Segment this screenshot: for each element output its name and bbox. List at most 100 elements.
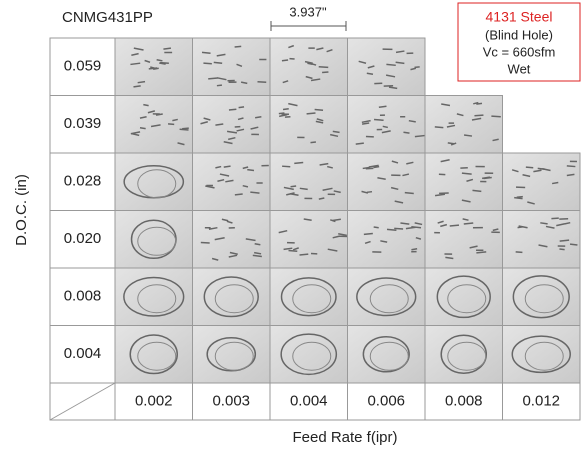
photo-bg <box>270 96 348 154</box>
chip <box>567 166 576 167</box>
chip <box>333 131 340 132</box>
chip <box>552 183 558 184</box>
chip <box>138 82 145 83</box>
chip-photo <box>115 211 193 269</box>
chip <box>374 227 379 228</box>
row-label: 0.028 <box>64 173 102 190</box>
chip <box>570 244 577 245</box>
row-label: 0.008 <box>64 288 102 305</box>
chip <box>374 120 384 121</box>
chip <box>133 86 140 87</box>
row-label: 0.039 <box>64 115 102 132</box>
chip-photo <box>270 268 348 326</box>
column-label: 0.008 <box>445 392 483 409</box>
chip <box>315 109 323 110</box>
chip <box>255 244 261 245</box>
photo-bg <box>193 153 271 211</box>
chip <box>386 64 395 65</box>
chip <box>484 178 492 179</box>
photo-bg <box>348 38 426 96</box>
chip <box>411 227 421 228</box>
chip-photo <box>425 96 503 154</box>
chip <box>168 124 174 125</box>
chip <box>247 170 254 171</box>
chip-photo <box>193 326 271 384</box>
chip <box>289 250 298 251</box>
chip <box>373 167 379 168</box>
chip <box>258 82 267 83</box>
photo-bg <box>425 326 503 384</box>
chip <box>526 167 533 168</box>
photo-bg <box>425 96 503 154</box>
column-label: 0.002 <box>135 392 173 409</box>
row-label: 0.004 <box>64 345 102 362</box>
chip <box>450 225 459 226</box>
chip-photo <box>348 153 426 211</box>
chip-photo <box>425 211 503 269</box>
chip <box>445 257 453 258</box>
chip <box>307 113 316 114</box>
chip <box>239 107 244 108</box>
photo-bg <box>270 153 348 211</box>
chip <box>235 46 242 47</box>
chip <box>250 192 259 193</box>
chip-photo <box>425 153 503 211</box>
photo-bg <box>348 326 426 384</box>
chip <box>149 68 157 69</box>
chip <box>208 78 217 79</box>
photo-bg <box>348 268 426 326</box>
photo-bg <box>115 211 193 269</box>
chip-photo <box>503 268 581 326</box>
chip-chart: CNMG431PP 3.937" 4131 Steel (Blind Hole)… <box>0 0 587 451</box>
chip <box>294 163 303 164</box>
chip <box>319 67 329 68</box>
chip-photo <box>270 153 348 211</box>
chip-photo <box>115 153 193 211</box>
photo-bg <box>193 326 271 384</box>
chip-photo <box>115 326 193 384</box>
chip-photo <box>115 96 193 154</box>
chip <box>282 166 290 167</box>
info-line: Vc = 660sfm <box>483 44 556 59</box>
chip <box>282 60 288 61</box>
column-label: 0.006 <box>367 392 405 409</box>
info-line: (Blind Hole) <box>485 27 553 42</box>
y-axis-label: D.O.C. (in) <box>13 174 30 246</box>
chip <box>140 128 146 129</box>
chip-photo <box>503 211 581 269</box>
chip-photo <box>270 326 348 384</box>
chip <box>394 228 403 229</box>
chip <box>559 249 564 250</box>
title: CNMG431PP <box>62 9 153 26</box>
chip <box>160 63 169 64</box>
photo-bg <box>270 38 348 96</box>
photo-bg <box>193 211 271 269</box>
chip <box>560 240 569 241</box>
chip-photo <box>193 211 271 269</box>
chip <box>182 128 189 129</box>
chip-photo <box>193 268 271 326</box>
chip-photo <box>193 38 271 96</box>
chip <box>283 109 289 110</box>
chip-photo <box>503 326 581 384</box>
chip-photo <box>425 326 503 384</box>
chip <box>235 194 243 195</box>
chip <box>518 227 524 228</box>
chip <box>403 132 409 133</box>
chip-photo <box>425 268 503 326</box>
chip <box>310 142 315 143</box>
chip-photo <box>348 326 426 384</box>
info-line: Wet <box>508 61 531 76</box>
photo-bg <box>348 211 426 269</box>
photo-bg <box>115 38 193 96</box>
chip <box>163 48 170 49</box>
chip <box>472 190 481 191</box>
column-label: 0.003 <box>212 392 250 409</box>
chip-photo <box>348 96 426 154</box>
chip <box>435 127 444 128</box>
chip-photo <box>348 38 426 96</box>
chip <box>356 143 364 144</box>
chip <box>201 242 210 243</box>
photo-bg <box>193 38 271 96</box>
chip <box>387 229 396 230</box>
